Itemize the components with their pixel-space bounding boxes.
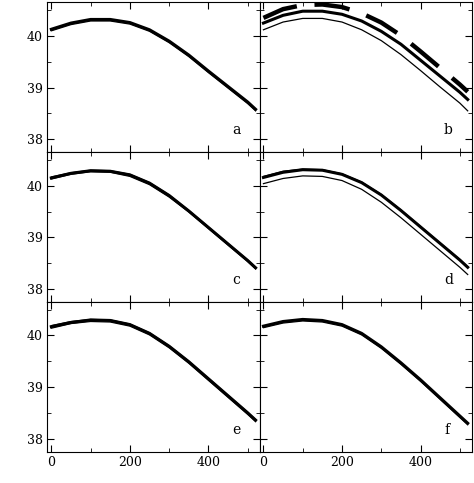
Text: c: c xyxy=(232,273,240,287)
Text: d: d xyxy=(444,273,453,287)
Text: e: e xyxy=(232,423,240,437)
Text: b: b xyxy=(444,123,453,137)
Text: f: f xyxy=(444,423,449,437)
Text: a: a xyxy=(232,123,240,137)
